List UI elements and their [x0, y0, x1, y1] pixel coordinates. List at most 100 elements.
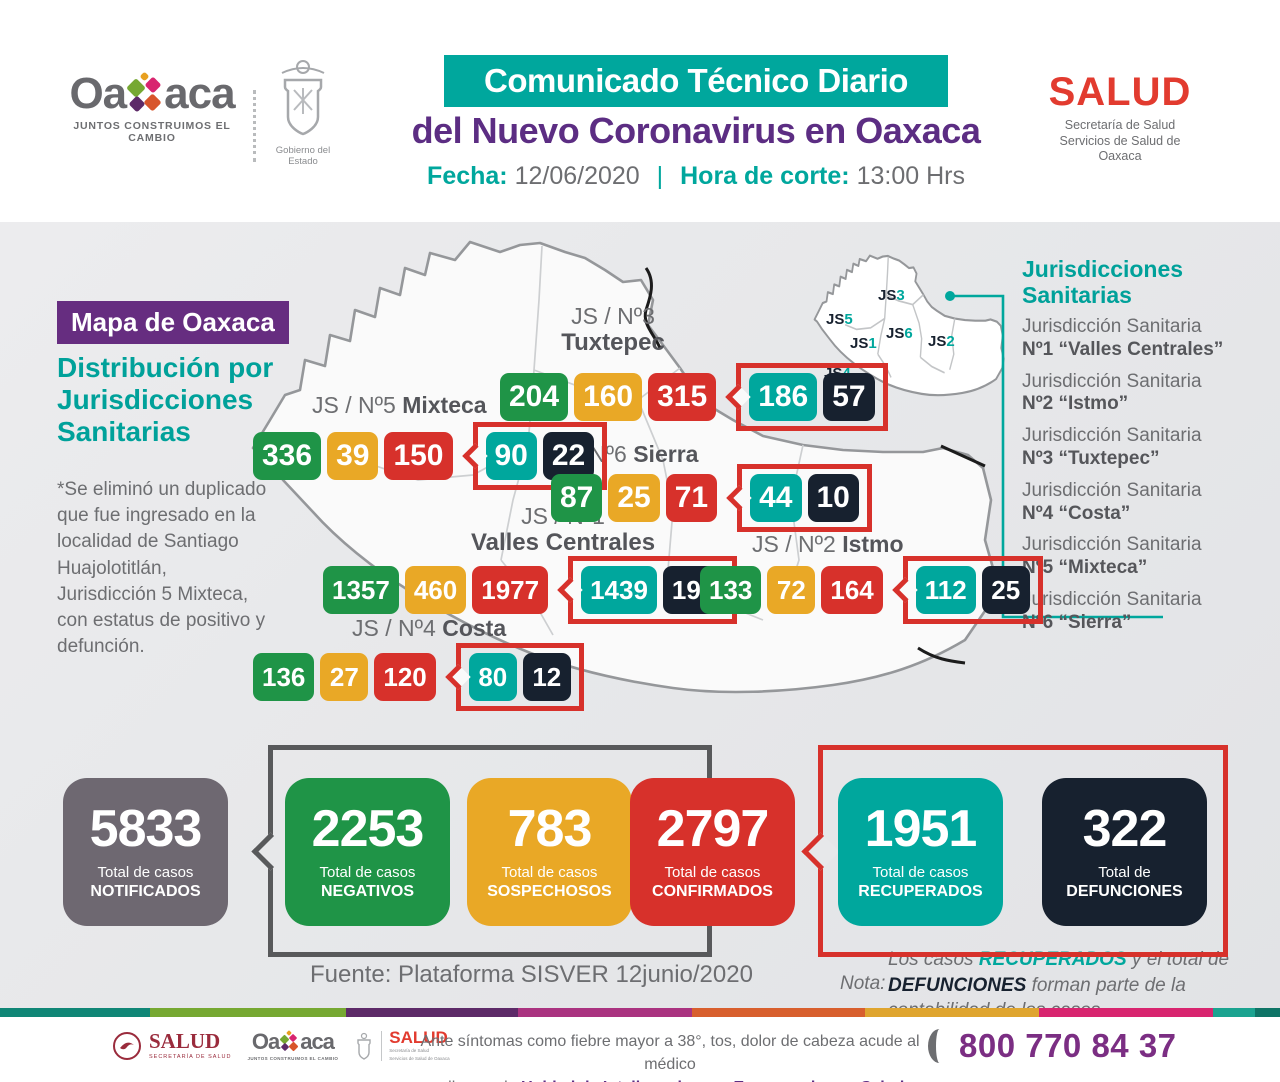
- legend-list: Jurisdicción Sanitaria Nº1 “Valles Centr…: [1022, 316, 1252, 644]
- label-istmo: JS / Nº2 Istmo: [752, 531, 904, 557]
- valles-sospechosos: 460: [404, 566, 467, 614]
- istmo-confirmados: 164: [821, 566, 883, 614]
- costa-confirmados: 120: [374, 653, 436, 701]
- costa-negativos: 136: [253, 653, 315, 701]
- costa-recuperados: 80: [468, 653, 517, 701]
- total-confirmados-value: 2797: [656, 799, 770, 858]
- costa-sospechosos: 27: [320, 653, 369, 701]
- legend-title: Jurisdicciones Sanitarias: [1022, 256, 1184, 309]
- oaxaca-x-diamonds-icon: [279, 1029, 299, 1054]
- oaxaca-logo: Oa aca JUNTOS CONSTRUIMOS EL CAMBIO: [52, 72, 252, 145]
- total-negativos-value: 2253: [311, 799, 425, 858]
- oaxaca-map: [251, 240, 1163, 694]
- oaxaca-word-start: Oa: [251, 1029, 280, 1055]
- caption: Total de casos: [664, 863, 761, 881]
- frame-notch: [892, 577, 918, 603]
- caption-bold: DEFUNCIONES: [1066, 882, 1183, 900]
- minimap-label-js2: JS2: [928, 333, 955, 350]
- state-seal: Gobierno del Estado: [268, 58, 338, 167]
- frame-notch: [445, 664, 471, 690]
- footer-logos: SALUD SECRETARÍA DE SALUD Oa aca JUNTOS …: [112, 1029, 450, 1063]
- state-salud-logo: SALUD Secretaría de Salud Servicios de S…: [354, 1028, 450, 1063]
- caption: Total de casos: [319, 863, 416, 881]
- note-defunciones: DEFUNCIONES: [888, 974, 1027, 996]
- total-negativos-box: 2253 Total de casos NEGATIVOS: [285, 778, 450, 926]
- sierra-recovered-frame: 44 10: [726, 464, 872, 532]
- legend-item-name: Nº5 “Mixteca”: [1022, 557, 1148, 579]
- state-seal-icon: [357, 1032, 371, 1060]
- tuxtepec-defunciones: 57: [823, 373, 875, 421]
- fecha-divider: |: [656, 162, 664, 190]
- tuxtepec-confirmados: 315: [648, 373, 717, 421]
- title-line2: del Nuevo Coronavirus en Oaxaca: [411, 110, 981, 151]
- state-salud-title: SALUD: [389, 1028, 448, 1047]
- oaxaca-x-diamonds-icon: [126, 71, 163, 116]
- phone-icon: [928, 1029, 951, 1063]
- total-recuperados-box: 1951 Total de casos RECUPERADOS: [838, 778, 1003, 926]
- mixteca-defunciones: 22: [542, 432, 595, 480]
- footer-message-line2: y llama a la: [436, 1079, 521, 1082]
- label-js-name: Tuxtepec: [561, 329, 665, 357]
- label-tuxtepec: JS / Nº3 Tuxtepec: [528, 303, 698, 357]
- total-defunciones-box: 322 Total de DEFUNCIONES: [1042, 778, 1207, 926]
- federal-salud-subtitle: SECRETARÍA DE SALUD: [149, 1054, 232, 1061]
- state-salud-line1: Secretaría de Salud: [389, 1048, 430, 1053]
- minimap-label-js3: JS3: [878, 287, 905, 304]
- tuxtepec-negativos: 204: [500, 373, 569, 421]
- legend-item-name: Nº1 “Valles Centrales”: [1022, 338, 1224, 360]
- total-notificados-box: 5833 Total de casos NOTIFICADOS: [63, 778, 228, 926]
- footer: SALUD SECRETARÍA DE SALUD Oa aca JUNTOS …: [0, 1017, 1280, 1082]
- row-costa: 136 27 120 80 12: [253, 643, 584, 711]
- minimap-label-js1: JS1: [850, 335, 877, 352]
- sierra-negativos: 87: [551, 474, 603, 522]
- minimap-label-js5: JS5: [826, 311, 853, 328]
- caption-bold: RECUPERADOS: [858, 882, 983, 900]
- legend-item-name: Nº2 “Istmo”: [1022, 393, 1129, 415]
- header: Oa aca JUNTOS CONSTRUIMOS EL CAMBIO Gobi…: [0, 0, 1280, 222]
- oaxaca-word-end: aca: [164, 69, 235, 118]
- legend-item: Jurisdicción Sanitaria Nº3 “Tuxtepec”: [1022, 425, 1252, 471]
- caption: Total de casos: [97, 863, 194, 881]
- tuxtepec-recuperados: 186: [749, 373, 818, 421]
- state-seal-icon: [281, 60, 325, 136]
- state-seal-caption: Gobierno del Estado: [275, 145, 331, 167]
- legend-item: Jurisdicción Sanitaria Nº5 “Mixteca”: [1022, 534, 1252, 580]
- row-istmo: 133 72 164 112 25: [700, 556, 1043, 624]
- istmo-sospechosos: 72: [767, 566, 816, 614]
- mixteca-sospechosos: 39: [327, 432, 379, 480]
- sierra-sospechosos: 25: [608, 474, 660, 522]
- footer-message-uies: Unidad de Inteligencia para Emergencias …: [521, 1079, 904, 1082]
- valles-negativos: 1357: [323, 566, 399, 614]
- federal-eagle-icon: [113, 1031, 141, 1060]
- row-valles-centrales: 1357 460 1977 1439 196: [323, 556, 738, 624]
- legend-connector: [945, 291, 1163, 619]
- oaxaca-wordmark: Oa aca: [52, 72, 252, 116]
- oaxaca-tagline: JUNTOS CONSTRUIMOS EL CAMBIO: [73, 120, 231, 144]
- tuxtepec-sospechosos: 160: [574, 373, 643, 421]
- costa-defunciones: 12: [522, 653, 571, 701]
- frame-notch: [725, 384, 751, 410]
- total-sospechosos-value: 783: [507, 799, 593, 858]
- valles-recuperados: 1439: [581, 566, 657, 614]
- total-confirmados-box: 2797 Total de casos CONFIRMADOS: [630, 778, 795, 926]
- total-defunciones-value: 322: [1082, 799, 1168, 858]
- main-panel: Mapa de Oaxaca Distribución por Jurisdic…: [0, 222, 1280, 1047]
- mixteca-recovered-frame: 90 22: [461, 422, 608, 490]
- color-stripe: [0, 1008, 1280, 1017]
- caption: Total de casos: [872, 863, 969, 881]
- source-line: Fuente: Plataforma SISVER 12junio/2020: [310, 961, 753, 988]
- fecha-label: Fecha:: [427, 162, 508, 190]
- caption-bold: CONFIRMADOS: [652, 882, 773, 900]
- title-line1: Comunicado Técnico Diario: [484, 62, 908, 99]
- header-dotted-divider: [253, 90, 256, 162]
- valles-confirmados: 1977: [472, 566, 549, 614]
- legend-item-prefix: Jurisdicción Sanitaria: [1022, 425, 1202, 447]
- logo-divider: [381, 1030, 383, 1061]
- hora-label: Hora de corte:: [680, 162, 850, 190]
- sierra-recuperados: 44: [750, 474, 802, 522]
- istmo-defunciones: 25: [981, 566, 1030, 614]
- legend-item: Jurisdicción Sanitaria Nº2 “Istmo”: [1022, 371, 1252, 417]
- map-title-badge: Mapa de Oaxaca: [57, 301, 289, 344]
- legend-item-prefix: Jurisdicción Sanitaria: [1022, 588, 1202, 610]
